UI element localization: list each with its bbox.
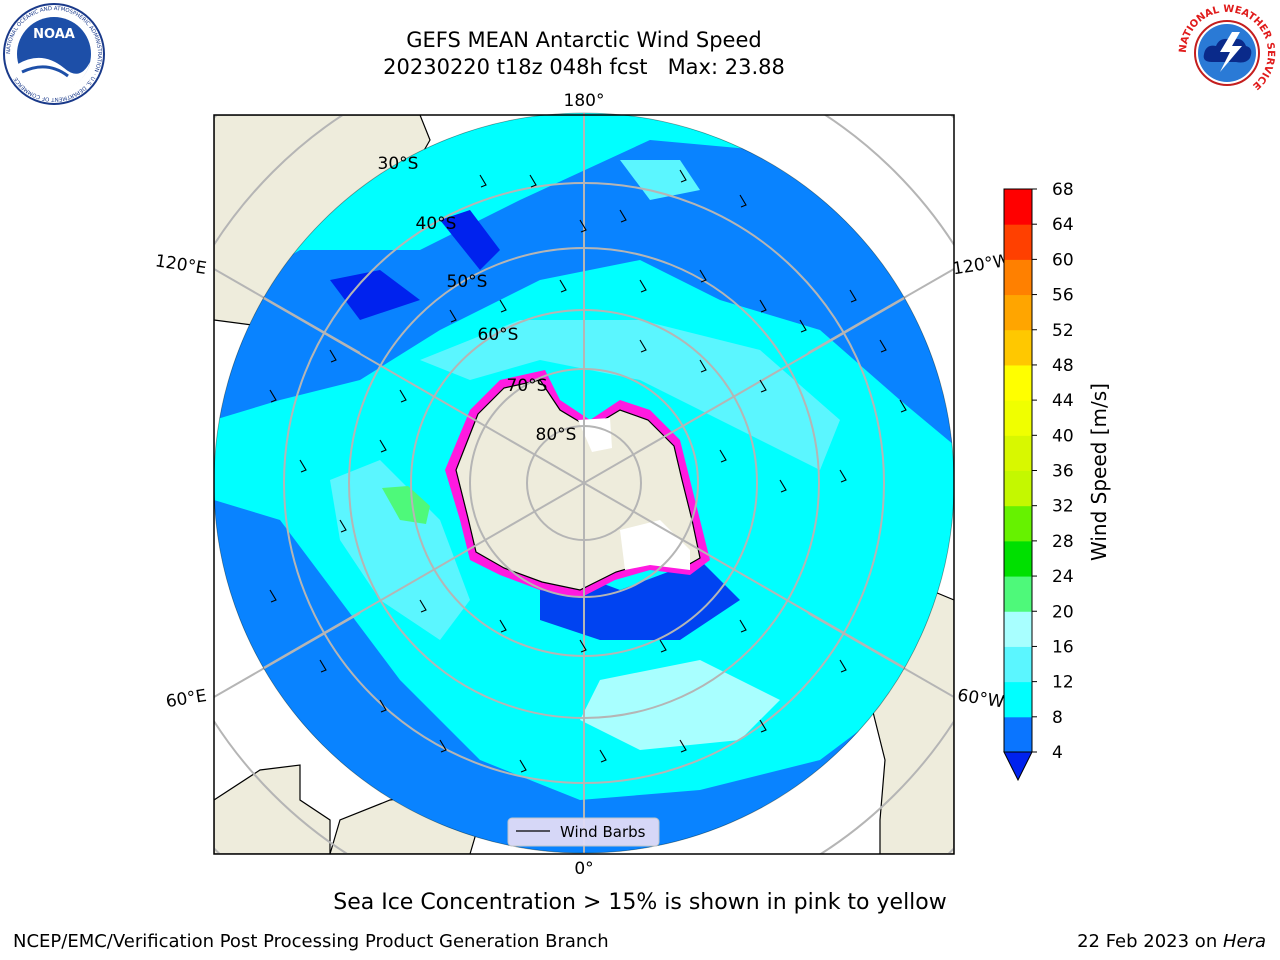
footer-date-text: 22 Feb 2023 on: [1077, 931, 1223, 952]
colorbar-tick-label: 20: [1052, 602, 1074, 622]
lat-label-50s: 50°S: [447, 272, 488, 292]
nws-logo: NATIONAL WEATHER SERVICE: [1178, 4, 1276, 102]
colorbar-bin: [1004, 364, 1032, 401]
lat-label-80s: 80°S: [536, 425, 577, 445]
colorbar-bin: [1004, 189, 1032, 225]
plot-subtitle: 20230220 t18z 048h fcst Max: 23.88: [383, 55, 785, 79]
colorbar-tick-label: 48: [1052, 356, 1074, 376]
sea-ice-caption: Sea Ice Concentration > 15% is shown in …: [333, 890, 947, 915]
colorbar-bin: [1004, 224, 1032, 260]
footer-machine: Hera: [1222, 931, 1266, 952]
colorbar-tick-label: 56: [1052, 286, 1074, 306]
colorbar-tick-label: 24: [1052, 567, 1074, 587]
madagascar-land: [214, 764, 331, 854]
colorbar-bin: [1004, 646, 1032, 683]
colorbar-tick-label: 16: [1052, 637, 1074, 657]
colorbar-label: Wind Speed [m/s]: [1087, 383, 1111, 561]
colorbar-under-extension: [1003, 751, 1033, 782]
colorbar-tick-label: 52: [1052, 321, 1074, 341]
lon-label-120w: 120°W: [951, 251, 1011, 280]
lat-label-30s: 30°S: [378, 154, 419, 174]
lat-label-40s: 40°S: [416, 214, 457, 234]
colorbar-bin: [1004, 505, 1032, 542]
colorbar-bin: [1004, 716, 1032, 753]
colorbar-tick-label: 68: [1052, 180, 1074, 200]
lon-label-180: 180°: [564, 91, 605, 111]
colorbar-bin: [1004, 329, 1032, 366]
lon-label-60w: 60°W: [956, 686, 1006, 713]
colorbar-bin: [1004, 681, 1032, 718]
map-frame: [213, 114, 955, 855]
wind-barbs: [269, 169, 907, 773]
colorbar-bin: [1004, 611, 1032, 647]
lon-label-0: 0°: [574, 859, 593, 879]
colorbar-bin: [1004, 540, 1032, 577]
footer-credit: NCEP/EMC/Verification Post Processing Pr…: [13, 931, 609, 952]
lon-label-60e: 60°E: [164, 686, 208, 712]
colorbar-tick-label: 60: [1052, 250, 1074, 270]
colorbar-tick-label: 12: [1052, 673, 1074, 693]
noaa-logo: NOAA NATIONAL OCEANIC AND ATMOSPHERIC AD…: [3, 3, 105, 105]
weddell-ice-shelf: [620, 520, 690, 570]
colorbar-tick-label: 64: [1052, 215, 1074, 235]
footer-date: 22 Feb 2023 on Hera: [1077, 931, 1266, 952]
colorbar-bin: [1004, 259, 1032, 296]
colorbar-bin: [1004, 294, 1032, 331]
colorbar-tick-label: 36: [1052, 462, 1074, 482]
colorbar-bin: [1004, 400, 1032, 436]
colorbar-tick-label: 8: [1052, 708, 1063, 728]
lat-label-70s: 70°S: [507, 376, 548, 396]
plot-title: GEFS MEAN Antarctic Wind Speed: [406, 28, 762, 52]
colorbar-bin: [1004, 435, 1032, 471]
map-legend: Wind Barbs: [507, 817, 660, 847]
colorbar-tick-label: 28: [1052, 532, 1074, 552]
noaa-wordmark: NOAA: [33, 27, 75, 42]
colorbar-tick-label: 44: [1052, 391, 1074, 411]
colorbar-tick-label: 40: [1052, 426, 1074, 446]
colorbar-bin: [1004, 470, 1032, 507]
colorbar-tick-label: 4: [1052, 743, 1063, 763]
lat-label-60s: 60°S: [478, 325, 519, 345]
colorbar-bin: [1004, 576, 1032, 612]
colorbar-tick-label: 32: [1052, 497, 1074, 517]
lon-label-120e: 120°E: [154, 251, 208, 279]
legend-label: Wind Barbs: [560, 823, 646, 841]
